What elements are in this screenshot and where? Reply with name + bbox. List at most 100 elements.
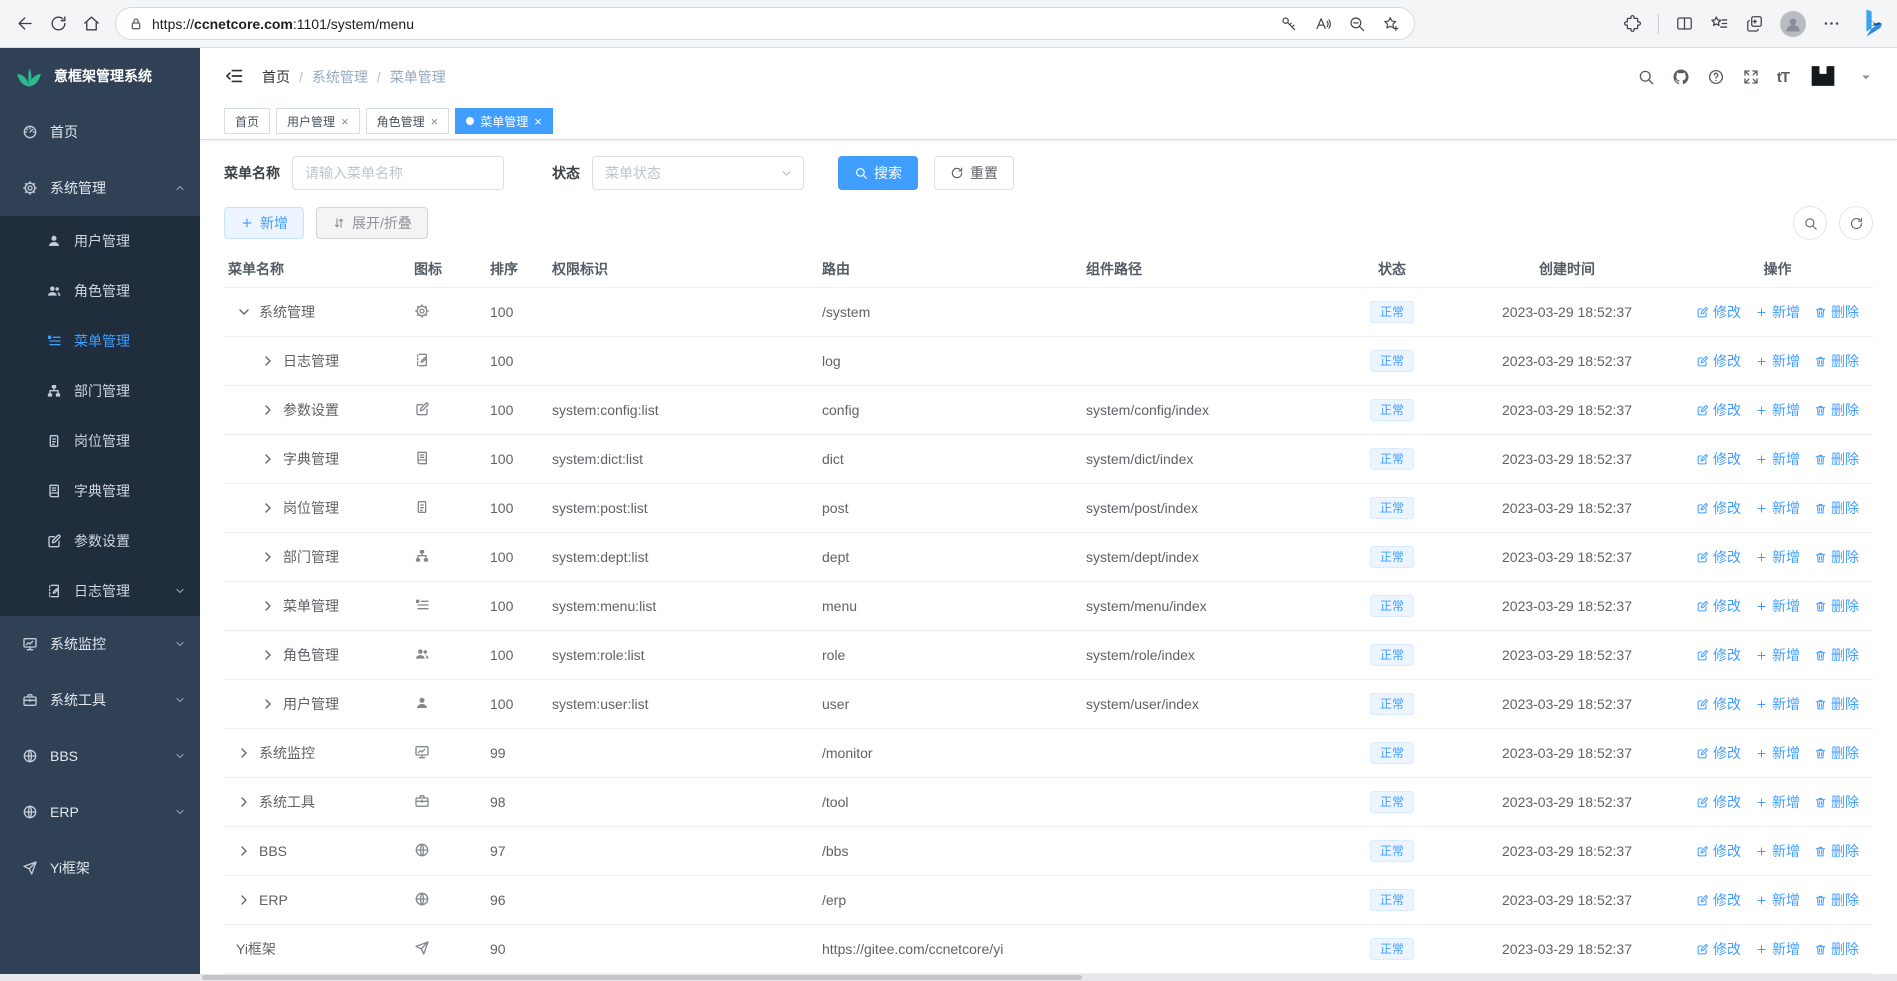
row-action-delete[interactable]: 删除 [1814, 841, 1859, 861]
read-aloud-icon[interactable] [1314, 15, 1332, 33]
row-action-edit[interactable]: 修改 [1696, 939, 1741, 959]
row-action-add[interactable]: 新增 [1755, 547, 1800, 567]
row-action-delete[interactable]: 删除 [1814, 890, 1859, 910]
menu-name-input[interactable] [292, 156, 504, 190]
sidebar-fold-icon[interactable] [224, 66, 244, 89]
browser-refresh-button[interactable] [49, 14, 68, 33]
table-row[interactable]: ERP 96/erp 正常 2023-03-29 18:52:37 修改 新增 删除 [224, 876, 1873, 925]
row-action-add[interactable]: 新增 [1755, 890, 1800, 910]
tab-close-icon[interactable]: × [534, 113, 542, 129]
table-row[interactable]: 岗位管理 100 system:post:list post system/post/i… [224, 484, 1873, 533]
row-action-edit[interactable]: 修改 [1696, 890, 1741, 910]
sidebar-item-role[interactable]: 角色管理 [0, 266, 200, 316]
address-bar[interactable]: https://ccnetcore.com:1101/system/menu [115, 7, 1415, 40]
row-action-edit[interactable]: 修改 [1696, 449, 1741, 469]
row-action-edit[interactable]: 修改 [1696, 841, 1741, 861]
sidebar-item-post[interactable]: 岗位管理 [0, 416, 200, 466]
cell-menu-name[interactable]: 菜单管理 [224, 596, 410, 616]
sidebar-item-dept[interactable]: 部门管理 [0, 366, 200, 416]
row-action-delete[interactable]: 删除 [1814, 743, 1859, 763]
sidebar-item-home[interactable]: 首页 [0, 104, 200, 160]
app-logo[interactable]: 意框架管理系统 [0, 48, 200, 104]
row-action-edit[interactable]: 修改 [1696, 743, 1741, 763]
sidebar-item-menu[interactable]: 菜单管理 [0, 316, 200, 366]
browser-back-button[interactable] [16, 14, 35, 33]
table-row[interactable]: 菜单管理 100 system:menu:list menu system/menu/i… [224, 582, 1873, 631]
table-row[interactable]: 日志管理 100 log 正常 2023-03-29 18:52:37 修改 新增 删除 [224, 337, 1873, 386]
split-screen-icon[interactable] [1675, 14, 1694, 33]
cell-menu-name[interactable]: 角色管理 [224, 645, 410, 665]
row-action-delete[interactable]: 删除 [1814, 498, 1859, 518]
tab-close-icon[interactable]: × [430, 113, 439, 129]
cell-menu-name[interactable]: 参数设置 [224, 400, 410, 420]
row-action-delete[interactable]: 删除 [1814, 351, 1859, 371]
table-row[interactable]: 系统监控 99/monitor 正常 2023-03-29 18:52:37 修改 新增删… [224, 729, 1873, 778]
scrollbar-thumb[interactable] [202, 975, 1082, 980]
fullscreen-icon[interactable] [1742, 68, 1760, 86]
add-button[interactable]: 新增 [224, 207, 304, 239]
row-action-delete[interactable]: 删除 [1814, 449, 1859, 469]
header-search-icon[interactable] [1637, 68, 1655, 86]
avatar-caret-icon[interactable] [1857, 68, 1875, 86]
breadcrumb-item[interactable]: 系统管理 [311, 69, 368, 85]
row-action-delete[interactable]: 删除 [1814, 400, 1859, 420]
row-action-delete[interactable]: 删除 [1814, 694, 1859, 714]
breadcrumb-item[interactable]: 首页 [262, 69, 290, 85]
sidebar-item-log[interactable]: 日志管理 [0, 566, 200, 616]
cell-menu-name[interactable]: 系统管理 [224, 302, 410, 322]
sidebar-item-yi[interactable]: Yi框架 [0, 840, 200, 896]
sidebar-item-tool[interactable]: 系统工具 [0, 672, 200, 728]
sidebar-item-dict[interactable]: 字典管理 [0, 466, 200, 516]
cell-menu-name[interactable]: Yi框架 [236, 941, 276, 957]
view-tab[interactable]: 首页 [224, 108, 271, 134]
user-avatar[interactable] [1806, 59, 1840, 96]
tab-close-icon[interactable]: × [341, 113, 349, 129]
row-action-add[interactable]: 新增 [1755, 498, 1800, 518]
sidebar-item-config[interactable]: 参数设置 [0, 516, 200, 566]
add-favorite-icon[interactable] [1382, 15, 1400, 33]
row-action-add[interactable]: 新增 [1755, 743, 1800, 763]
cell-menu-name[interactable]: 岗位管理 [224, 498, 410, 518]
extensions-icon[interactable] [1623, 14, 1642, 33]
expand-collapse-button[interactable]: 展开/折叠 [316, 207, 428, 239]
row-action-edit[interactable]: 修改 [1696, 694, 1741, 714]
table-row[interactable]: 系统管理 100/system 正常 2023-03-29 18:52:37 修改 新增删… [224, 288, 1873, 337]
row-action-add[interactable]: 新增 [1755, 694, 1800, 714]
sidebar-item-system[interactable]: 系统管理 [0, 160, 200, 216]
font-size-icon[interactable]: tT [1776, 68, 1790, 86]
table-row[interactable]: 参数设置 100 system:config:list config system/co… [224, 386, 1873, 435]
row-action-add[interactable]: 新增 [1755, 596, 1800, 616]
row-action-add[interactable]: 新增 [1755, 841, 1800, 861]
breadcrumb-item[interactable]: 菜单管理 [389, 69, 446, 85]
more-menu-icon[interactable] [1822, 14, 1841, 33]
row-action-edit[interactable]: 修改 [1696, 645, 1741, 665]
cell-menu-name[interactable]: 部门管理 [224, 547, 410, 567]
row-action-edit[interactable]: 修改 [1696, 400, 1741, 420]
row-action-edit[interactable]: 修改 [1696, 351, 1741, 371]
cell-menu-name[interactable]: 字典管理 [224, 449, 410, 469]
horizontal-scrollbar[interactable] [0, 974, 1897, 981]
cell-menu-name[interactable]: 用户管理 [224, 694, 410, 714]
row-action-edit[interactable]: 修改 [1696, 792, 1741, 812]
row-action-delete[interactable]: 删除 [1814, 547, 1859, 567]
cell-menu-name[interactable]: ERP [224, 892, 410, 908]
search-button[interactable]: 搜索 [838, 156, 918, 190]
table-row[interactable]: 角色管理 100 system:role:list role system/role/i… [224, 631, 1873, 680]
help-icon[interactable] [1707, 68, 1725, 86]
sidebar-item-erp[interactable]: ERP [0, 784, 200, 840]
row-action-add[interactable]: 新增 [1755, 939, 1800, 959]
sidebar-item-monitor[interactable]: 系统监控 [0, 616, 200, 672]
row-action-delete[interactable]: 删除 [1814, 645, 1859, 665]
view-tab[interactable]: 菜单管理 × [455, 108, 553, 134]
row-action-delete[interactable]: 删除 [1814, 792, 1859, 812]
row-action-add[interactable]: 新增 [1755, 792, 1800, 812]
cell-menu-name[interactable]: BBS [224, 843, 410, 859]
password-key-icon[interactable] [1280, 15, 1298, 33]
bing-chat-icon[interactable] [1857, 7, 1887, 40]
browser-home-button[interactable] [82, 14, 101, 33]
row-action-edit[interactable]: 修改 [1696, 302, 1741, 322]
row-action-add[interactable]: 新增 [1755, 645, 1800, 665]
github-icon[interactable] [1672, 68, 1690, 86]
sidebar-item-bbs[interactable]: BBS [0, 728, 200, 784]
url-text[interactable]: https://ccnetcore.com:1101/system/menu [152, 15, 414, 32]
